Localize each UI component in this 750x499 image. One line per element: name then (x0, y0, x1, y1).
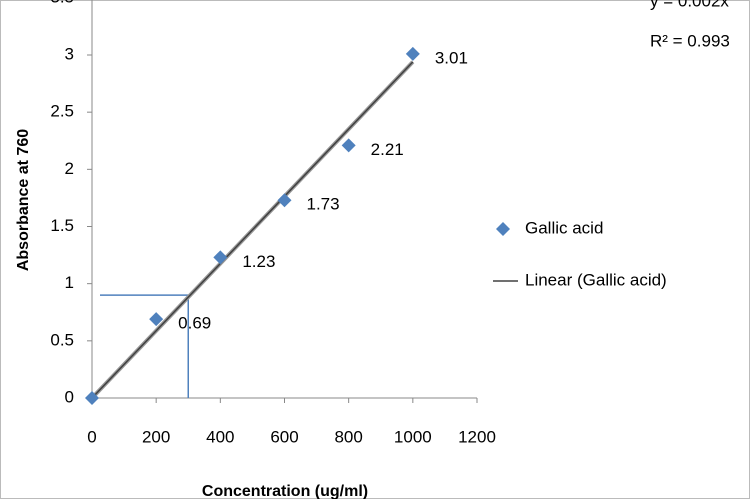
legend-label: Gallic acid (525, 218, 603, 237)
y-tick-label: 1.5 (50, 216, 74, 235)
legend-label: Linear (Gallic acid) (525, 270, 667, 289)
x-tick-label: 1000 (394, 427, 432, 446)
equation: y = 0.002x (650, 0, 729, 10)
x-tick-label: 400 (206, 427, 234, 446)
x-tick-label: 0 (87, 427, 96, 446)
data-point (85, 391, 99, 405)
x-tick-label: 800 (334, 427, 362, 446)
legend-marker (496, 222, 510, 236)
y-tick-label: 3.5 (50, 0, 74, 6)
x-axis-title: Concentration (ug/ml) (202, 483, 368, 499)
x-tick-label: 600 (270, 427, 298, 446)
y-tick-label: 3 (65, 44, 74, 63)
data-point (277, 193, 292, 208)
y-tick-label: 2 (65, 159, 74, 178)
data-point (213, 250, 228, 265)
data-label: 0.69 (178, 314, 211, 333)
x-tick-label: 1200 (458, 427, 496, 446)
y-tick-label: 0 (65, 387, 74, 406)
trendline (91, 61, 414, 399)
r-squared: R² = 0.993 (650, 31, 730, 50)
y-tick-label: 1 (65, 273, 74, 292)
x-tick-label: 200 (142, 427, 170, 446)
data-label: 1.73 (307, 195, 340, 214)
data-point (149, 312, 164, 327)
data-point (341, 138, 356, 153)
y-axis-title: Absorbance at 760 (15, 129, 32, 271)
data-point (405, 46, 420, 61)
data-label: 3.01 (435, 48, 468, 67)
data-label: 2.21 (371, 140, 404, 159)
y-tick-label: 0.5 (50, 330, 74, 349)
data-label: 1.23 (242, 252, 275, 271)
y-tick-label: 2.5 (50, 102, 74, 121)
